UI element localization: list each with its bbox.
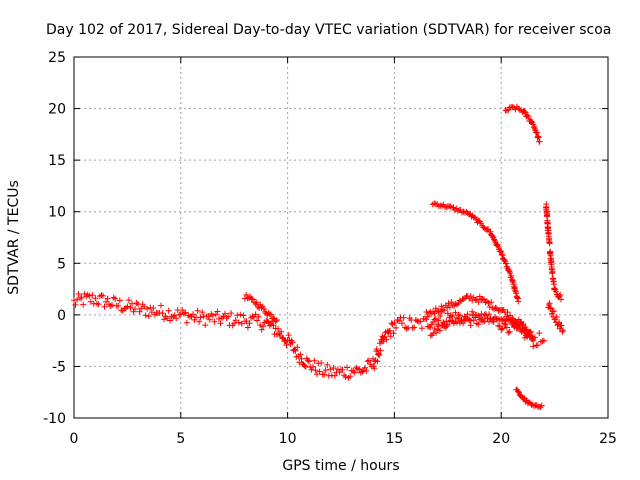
y-tick-label: 20 [48,102,66,118]
x-tick-label: 5 [176,431,185,447]
series-arc-8h [241,291,280,325]
series-arc-16h-upper [423,293,537,342]
series-band-main [71,290,547,381]
y-tick-label: -5 [52,359,66,375]
series-arc-20h-top [502,103,543,145]
series-spike-22h [543,201,564,303]
series-tail-22h [545,300,567,335]
data-points [427,311,537,344]
x-tick-label: 20 [492,431,510,447]
chart-grid [74,57,608,418]
data-points [545,300,567,335]
x-tick-label: 0 [70,431,79,447]
chart-marks [71,103,567,411]
series-arc-20h-bottom [513,386,545,411]
x-tick-label: 15 [385,431,403,447]
x-tick-label: 10 [279,431,297,447]
series-arc-17h [429,200,522,305]
data-points [543,201,564,303]
y-tick-label: 10 [48,205,66,221]
chart-ticks: 0 5 10 15 20 25 -10 -5 0 5 10 15 20 25 [43,50,617,447]
y-tick-label: -10 [43,411,66,427]
data-points [513,386,545,411]
y-axis-label: SDTVAR / TECUs [6,180,22,295]
data-points [502,103,543,145]
plot-frame [73,56,609,419]
y-tick-label: 5 [57,256,66,272]
data-points [71,290,547,381]
chart-title: Day 102 of 2017, Sidereal Day-to-day VTE… [46,22,611,38]
x-axis-label: GPS time / hours [282,458,399,474]
x-tick-label: 25 [599,431,617,447]
series-arc-16h [427,311,537,344]
y-tick-label: 15 [48,153,66,169]
y-tick-label: 25 [48,50,66,66]
y-tick-label: 0 [57,308,66,324]
data-points [429,200,522,305]
data-points [423,293,537,342]
chart-axes [73,56,609,419]
data-points [241,291,280,325]
